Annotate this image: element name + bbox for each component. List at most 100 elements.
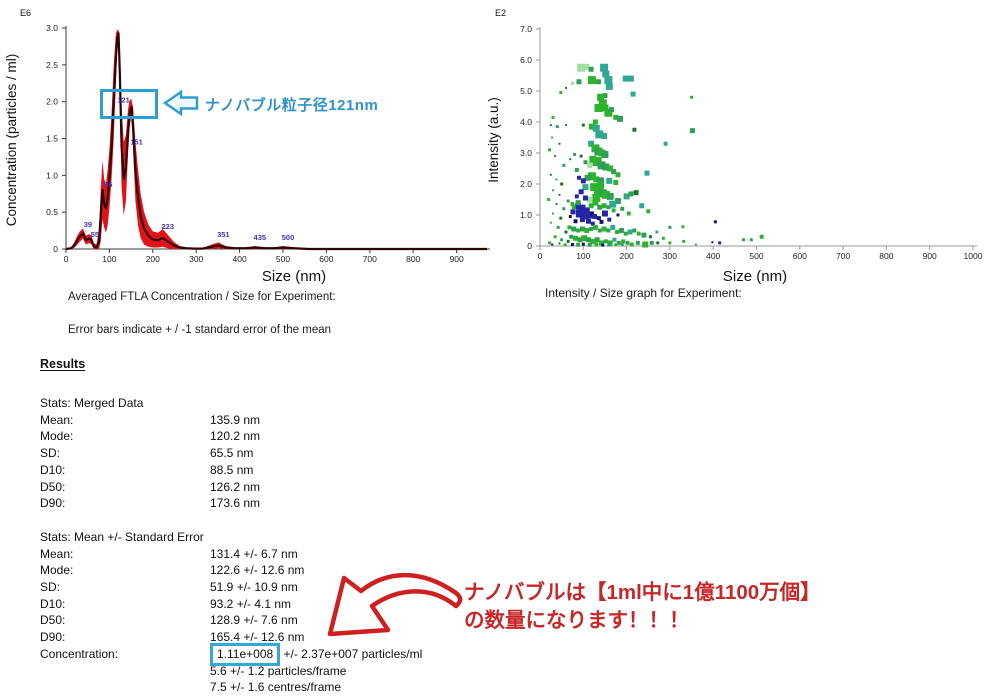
svg-text:E2: E2	[495, 8, 506, 18]
concentration-size-chart: 0 100 200 300 400 500 600 700 800 900 0 0.5 1.0 1.5 2.…	[4, 8, 490, 285]
svg-text:100: 100	[102, 254, 116, 264]
stats-row: Mean: 131.4 +/- 6.7 nm	[40, 546, 520, 563]
stats-row: D50: 128.9 +/- 7.6 nm	[40, 612, 520, 629]
stats-cell: Mean:	[40, 412, 74, 427]
stats-row: Mode: 122.6 +/- 12.6 nm	[40, 562, 520, 579]
stats-cell: 120.2 nm	[210, 429, 261, 444]
stats-cell: 122.6 +/- 12.6 nm	[210, 563, 305, 578]
svg-text:223: 223	[162, 222, 175, 231]
stats-row: D10: 93.2 +/- 4.1 nm	[40, 596, 520, 613]
stats-cell: SD:	[40, 580, 61, 595]
svg-text:7.0: 7.0	[520, 24, 532, 34]
svg-text:121: 121	[117, 95, 130, 104]
stats-cell: 93.2 +/- 4.1 nm	[210, 596, 292, 611]
results-section: Results Stats: Merged Data Mean: 135.9 nm…	[40, 357, 520, 696]
scatter-points	[547, 63, 764, 248]
nanobubble-size-annotation: ナノバブル粒子径121nm	[205, 97, 379, 114]
concentration-boxed-value: 1.11e+008	[210, 642, 281, 666]
svg-text:4.0: 4.0	[520, 117, 532, 127]
stats-row: Mode: 120.2 nm	[40, 428, 520, 445]
svg-text:600: 600	[793, 251, 807, 261]
svg-text:6.0: 6.0	[520, 55, 532, 65]
intensity-size-chart: 0 100 200 300 400 500 600 700 800 900 1000 0 1.0 2.0 3…	[486, 8, 983, 285]
svg-text:0.5: 0.5	[46, 207, 58, 217]
svg-text:55: 55	[91, 230, 99, 239]
left-arrow-icon	[162, 89, 199, 117]
concentration-label: Concentration:	[40, 646, 119, 661]
svg-text:2.0: 2.0	[520, 179, 532, 189]
svg-text:1.5: 1.5	[46, 133, 58, 143]
svg-text:2.0: 2.0	[46, 97, 58, 107]
svg-text:3.0: 3.0	[520, 148, 532, 158]
chart1-errorbar-note: Error bars indicate + / -1 standard erro…	[68, 324, 332, 336]
stats-row: D50: 126.2 nm	[40, 479, 520, 496]
stats-row: Mean: 135.9 nm	[40, 412, 520, 429]
svg-text:800: 800	[406, 254, 420, 264]
svg-text:200: 200	[620, 251, 634, 261]
stats-cell: 65.5 nm	[210, 446, 254, 461]
svg-text:600: 600	[319, 254, 333, 264]
error-band	[66, 29, 487, 250]
stats-cell: SD:	[40, 446, 61, 461]
highlight-box-121nm	[100, 89, 158, 119]
stats-cell: 135.9 nm	[210, 412, 261, 427]
svg-text:0: 0	[527, 241, 532, 251]
svg-text:500: 500	[282, 233, 295, 242]
svg-text:1.0: 1.0	[520, 210, 532, 220]
stats-cell: 88.5 nm	[210, 462, 254, 477]
svg-text:151: 151	[130, 137, 143, 146]
stats-cell: 128.9 +/- 7.6 nm	[210, 613, 298, 628]
hand-drawn-arrow-icon	[327, 572, 463, 637]
svg-text:Size (nm): Size (nm)	[262, 268, 326, 285]
concentration-value: 1.11e+008 +/- 2.37e+007 particles/ml	[210, 642, 520, 666]
stats-cell: Mode:	[40, 429, 74, 444]
chart2-axes: 0 100 200 300 400 500 600 700 800 900 1000 0 1.0 2.0 3…	[520, 24, 983, 261]
centres-per-frame-row: 7.5 +/- 1.6 centres/frame	[40, 679, 520, 696]
svg-text:900: 900	[923, 251, 937, 261]
particles-per-frame-row: 5.6 +/- 1.2 particles/frame	[40, 663, 520, 680]
svg-text:1000: 1000	[964, 251, 983, 261]
stats-cell: 131.4 +/- 6.7 nm	[210, 546, 298, 561]
stats-cell: D10:	[40, 462, 66, 477]
svg-text:39: 39	[84, 220, 92, 229]
svg-text:400: 400	[706, 251, 720, 261]
stats-cell: D90:	[40, 496, 66, 511]
svg-text:Concentration (particles / ml): Concentration (particles / ml)	[4, 54, 19, 227]
stats-cell: D10:	[40, 596, 66, 611]
svg-text:400: 400	[233, 254, 247, 264]
stderr-stats-title: Stats: Mean +/- Standard Error	[40, 529, 204, 544]
merged-stats-rows: Mean: 135.9 nm Mode: 120.2 nm SD: 65.5 nm D10:…	[40, 412, 520, 512]
stats-cell: D90:	[40, 630, 66, 645]
chart2-caption: Intensity / Size graph for Experiment:	[545, 286, 742, 300]
svg-text:500: 500	[749, 251, 763, 261]
stats-row: D90: 165.4 +/- 12.6 nm	[40, 629, 520, 646]
stats-cell: 51.9 +/- 10.9 nm	[210, 580, 298, 595]
chart1-caption: Averaged FTLA Concentration / Size for E…	[68, 291, 336, 303]
nanobubble-count-line1: ナノバブルは【1ml中に1億1100万個】	[464, 581, 821, 604]
nanobubble-count-annotation: ナノバブルは【1ml中に1億1100万個】 の数量になります！！！	[464, 579, 821, 634]
concentration-error: +/- 2.37e+007 particles/ml	[280, 646, 423, 661]
svg-text:Size (nm): Size (nm)	[723, 268, 787, 285]
svg-text:700: 700	[836, 251, 850, 261]
chart1-axes: 0 100 200 300 400 500 600 700 800 900 0 0.5 1.0 1.5 2.…	[46, 23, 490, 264]
stats-cell: D50:	[40, 479, 66, 494]
centres-per-frame-value: 7.5 +/- 1.6 centres/frame	[210, 680, 342, 695]
svg-text:300: 300	[663, 251, 677, 261]
svg-text:Intensity (a.u.): Intensity (a.u.)	[486, 97, 501, 183]
svg-text:351: 351	[217, 230, 230, 239]
svg-text:1.0: 1.0	[46, 170, 58, 180]
svg-text:800: 800	[879, 251, 893, 261]
stderr-stats-rows: Mean: 131.4 +/- 6.7 nm Mode: 122.6 +/- 12.6…	[40, 546, 520, 646]
stats-cell: Mode:	[40, 563, 74, 578]
merged-stats-title: Stats: Merged Data	[40, 396, 144, 410]
stats-cell: 173.6 nm	[210, 496, 261, 511]
svg-text:0: 0	[538, 251, 543, 261]
svg-text:200: 200	[146, 254, 160, 264]
stats-row: D10: 88.5 nm	[40, 462, 520, 479]
svg-text:100: 100	[576, 251, 590, 261]
stats-row: D90: 173.6 nm	[40, 495, 520, 512]
stats-row: SD: 65.5 nm	[40, 445, 520, 462]
svg-text:5.0: 5.0	[520, 86, 532, 96]
svg-text:300: 300	[189, 254, 203, 264]
